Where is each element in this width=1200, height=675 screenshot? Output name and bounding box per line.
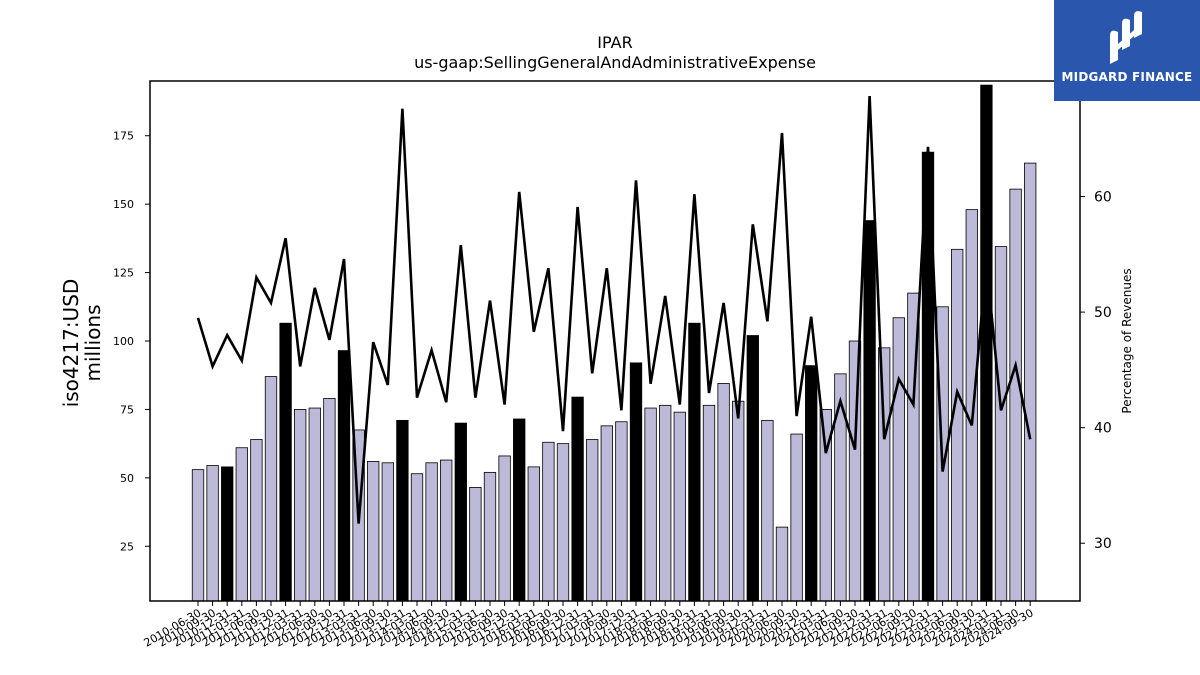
chart-title: IPAR (597, 33, 633, 52)
y2-axis-label: Percentage of Revenues (1120, 268, 1134, 414)
bar-2023-06-30 (951, 248, 964, 602)
y2-tick-label: 60 (1094, 190, 1112, 206)
bar-2024-03-31 (994, 246, 1008, 602)
bar-2022-06-30 (892, 317, 905, 602)
bar-2012-06-30 (308, 407, 321, 602)
bar-2015-06-30 (483, 471, 497, 602)
y-tick-label: 100 (113, 335, 134, 348)
bar-2016-06-30 (542, 441, 555, 602)
bar-2012-09-30 (323, 398, 336, 602)
bar-2017-06-30 (600, 425, 613, 602)
y2-tick-label: 30 (1094, 536, 1112, 552)
bar-2011-03-31 (235, 447, 248, 602)
y-tick-label: 75 (120, 403, 134, 416)
bar-2017-09-30 (615, 421, 628, 602)
bar-2020-09-30 (790, 433, 803, 602)
bar-2022-03-31 (878, 347, 891, 602)
bar-2010-09-30 (206, 465, 219, 602)
bar-series (191, 84, 1037, 602)
y-tick-label: 150 (113, 198, 134, 211)
bar-2015-09-30 (498, 455, 511, 602)
bar-2018-03-31 (644, 407, 657, 602)
percentage-line (196, 95, 1032, 524)
bar-2013-12-31 (396, 419, 409, 602)
bar-2017-03-31 (586, 439, 599, 602)
bar-2011-12-31 (279, 322, 292, 602)
axes: 255075100125150175304050602010-06-302010… (113, 80, 1112, 650)
bar-2012-03-31 (294, 409, 307, 602)
bar-2024-06-30 (1009, 188, 1022, 602)
bar-2021-06-30 (834, 373, 847, 602)
bar-2014-06-30 (425, 462, 438, 602)
logo-text: MIDGARD FINANCE (1061, 70, 1193, 84)
brand-logo: MIDGARD FINANCE (1054, 0, 1200, 101)
bar-2017-12-31 (629, 362, 643, 602)
bar-2018-09-30 (673, 411, 686, 602)
bar-2010-12-31 (221, 466, 234, 602)
y-axis-label: iso4217:USD millions (40, 200, 120, 480)
y-axis-label-line: iso4217:USD (59, 279, 83, 408)
y-tick-label: 125 (113, 267, 134, 280)
bar-2019-09-30 (732, 400, 745, 602)
bar-2020-12-31 (805, 365, 818, 602)
bar-2014-09-30 (440, 459, 453, 602)
bar-2012-12-31 (337, 350, 351, 602)
bar-2016-12-31 (571, 396, 584, 602)
y-tick-label: 50 (120, 472, 134, 485)
line-series (196, 95, 1032, 524)
bar-2016-09-30 (556, 443, 570, 602)
logo-mark-icon (1110, 11, 1142, 65)
y2-tick-label: 50 (1094, 305, 1112, 321)
bar-2021-12-31 (863, 220, 876, 602)
bar-2013-06-30 (367, 461, 380, 602)
bar-2014-12-31 (454, 422, 467, 602)
bar-2018-06-30 (659, 404, 672, 602)
bar-2014-03-31 (410, 473, 424, 602)
bar-2013-09-30 (381, 462, 394, 602)
bar-2019-12-31 (746, 335, 759, 602)
bar-2015-12-31 (513, 418, 526, 602)
bar-2018-12-31 (688, 322, 701, 602)
bar-2019-06-30 (717, 383, 730, 602)
y-tick-label: 25 (120, 540, 134, 553)
y-tick-label: 175 (113, 130, 134, 143)
bar-2019-03-31 (702, 404, 716, 602)
chart-subtitle: us-gaap:SellingGeneralAndAdministrativeE… (414, 53, 816, 72)
bar-2010-06-30 (191, 469, 205, 602)
y2-tick-label: 40 (1094, 421, 1112, 437)
bar-2024-09-30 (1024, 162, 1037, 602)
bar-2020-03-31 (761, 419, 774, 602)
bar-2023-09-30 (965, 209, 978, 602)
bar-2023-12-31 (980, 84, 993, 602)
bar-2011-09-30 (264, 376, 278, 602)
y-axis-label-line: millions (81, 304, 105, 381)
bar-2015-03-31 (469, 487, 482, 602)
bar-2020-06-30 (775, 526, 789, 602)
bar-2011-06-30 (250, 439, 263, 602)
bar-2016-03-31 (527, 466, 540, 602)
